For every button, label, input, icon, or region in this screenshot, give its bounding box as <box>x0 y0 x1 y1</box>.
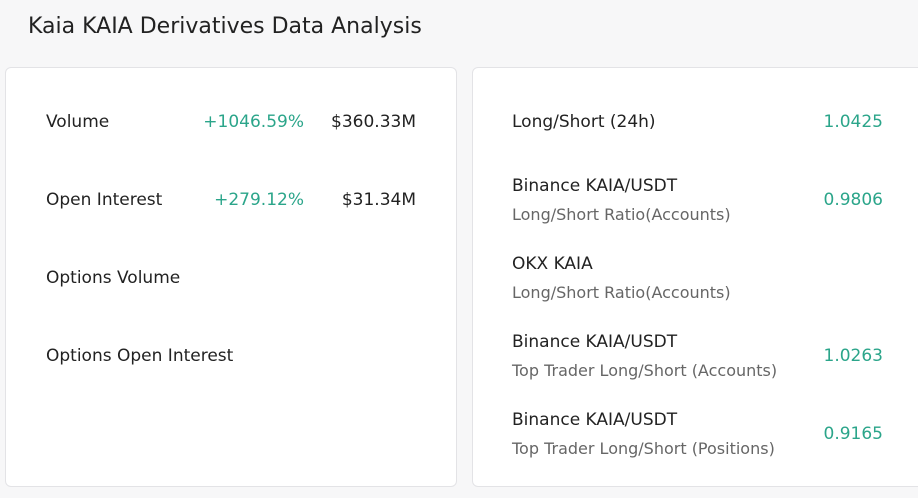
metric-change: +279.12% <box>214 190 304 210</box>
long-short-card: Long/Short (24h) 1.0425 Binance KAIA/USDT L… <box>472 67 918 487</box>
metric-label: Volume <box>46 112 110 132</box>
ratio-sublabel: Long/Short Ratio(Accounts) <box>512 205 731 224</box>
ratio-sublabel: Long/Short Ratio(Accounts) <box>512 283 731 302</box>
metric-label: Options Volume <box>46 268 181 288</box>
ratio-label: OKX KAIA <box>512 254 593 274</box>
ratio-sublabel: Top Trader Long/Short (Positions) <box>512 439 775 458</box>
title: Kaia KAIA Derivatives Data Analysis <box>28 14 422 39</box>
ratio-sublabel: Top Trader Long/Short (Accounts) <box>512 361 778 380</box>
metric-value: $31.34M <box>341 190 416 210</box>
ratio-value: 0.9165 <box>823 424 883 444</box>
ratio-label: Binance KAIA/USDT <box>512 176 678 196</box>
metric-change: +1046.59% <box>203 112 304 132</box>
ratio-value: 1.0263 <box>823 346 883 366</box>
ratio-label: Binance KAIA/USDT <box>512 332 678 352</box>
ratio-value: 0.9806 <box>823 190 883 210</box>
metric-value: $360.33M <box>331 112 416 132</box>
derivatives-card: Volume +1046.59% $360.33M Open Interest +279… <box>5 67 457 487</box>
metric-label: Open Interest <box>46 190 163 210</box>
metric-label: Options Open Interest <box>46 346 234 366</box>
ratio-label: Binance KAIA/USDT <box>512 410 678 430</box>
ratio-value: 1.0425 <box>823 112 883 132</box>
ratio-label: Long/Short (24h) <box>512 112 656 132</box>
